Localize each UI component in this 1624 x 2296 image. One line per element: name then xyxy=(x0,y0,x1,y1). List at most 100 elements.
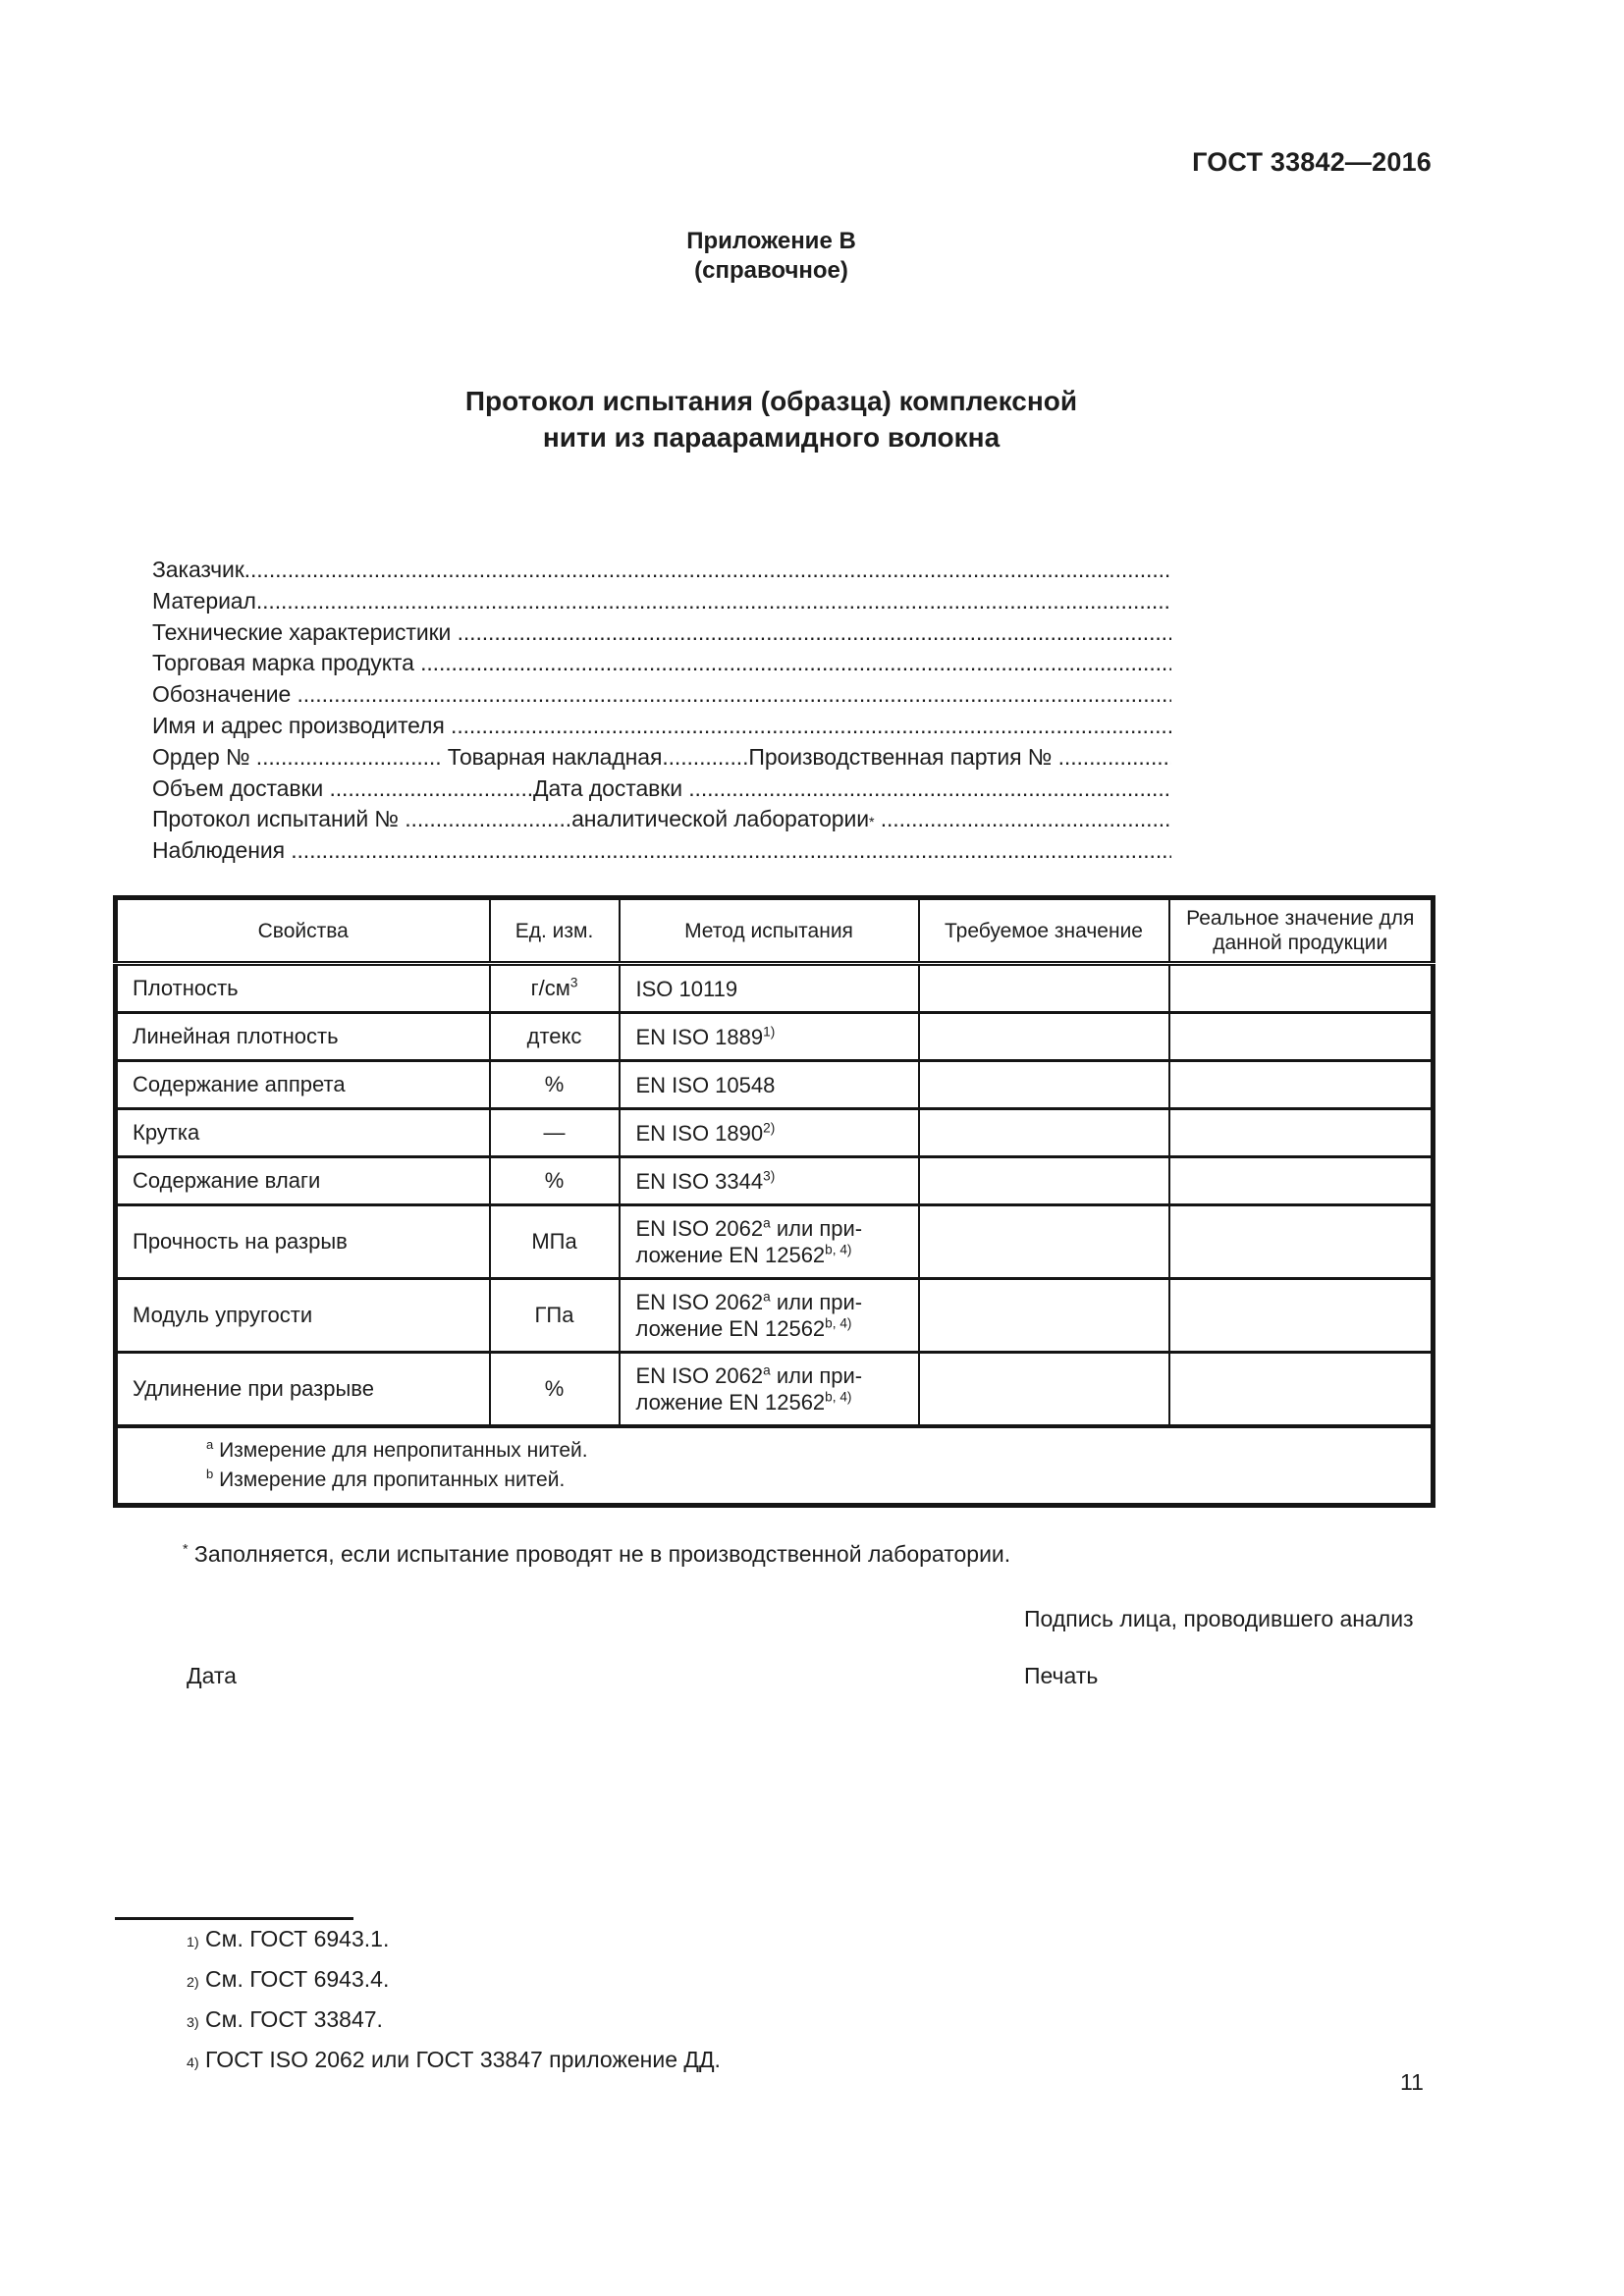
page-number: 11 xyxy=(1400,2069,1424,2095)
dotted-leader: ........................................… xyxy=(457,618,1171,645)
superscript: b, 4) xyxy=(825,1315,852,1331)
footnote-item-2: 2) См. ГОСТ 6943.4. xyxy=(187,1966,390,1992)
footnote-item-3: 3) См. ГОСТ 33847. xyxy=(187,2006,383,2032)
cell-actual-value xyxy=(1167,1351,1435,1428)
form-line-10: Наблюдения .............................… xyxy=(152,837,1171,869)
text-run: или при- xyxy=(770,1363,863,1388)
form-line-4: Торговая марка продукта ................… xyxy=(152,650,1171,681)
cell-unit: % xyxy=(488,1155,621,1206)
cell-test-method: EN ISO 2062a или при-ложение EN 12562b, … xyxy=(618,1351,920,1428)
cell-actual-value xyxy=(1167,1155,1435,1206)
cell-test-method: EN ISO 2062a или при-ложение EN 12562b, … xyxy=(618,1277,920,1354)
cell-unit: ГПа xyxy=(488,1277,621,1354)
table-row: Линейная плотность дтекс EN ISO 18891) xyxy=(114,1011,1435,1062)
cell-required-value xyxy=(917,1203,1170,1280)
column-header: Метод испытания xyxy=(618,896,920,966)
form-fields-block: Заказчик................................… xyxy=(152,557,1171,869)
cell-unit: — xyxy=(488,1107,621,1158)
cell-property: Крутка xyxy=(114,1107,491,1158)
text-run: Наблюдения xyxy=(152,837,292,864)
form-line-7: Ордер № .............................. Т… xyxy=(152,744,1171,775)
table-row: Содержание влаги% EN ISO 33443) xyxy=(114,1155,1435,1206)
title-line-2: нити из параарамидного волокна xyxy=(542,422,1001,453)
cell-unit: г/см3 xyxy=(488,962,621,1014)
superscript: 3 xyxy=(569,975,578,990)
annex-heading: Приложение В (справочное) xyxy=(111,227,1432,286)
text-run: % xyxy=(544,1376,565,1401)
text-run: См. ГОСТ 6943.1. xyxy=(198,1926,390,1951)
text-run: Заказчик xyxy=(152,557,244,582)
cell-unit: МПа xyxy=(488,1203,621,1280)
cell-required-value xyxy=(917,1059,1170,1110)
text-run: Измерение для непропитанных нитей. xyxy=(213,1439,588,1462)
cell-actual-value xyxy=(1167,1107,1435,1158)
text-run: % xyxy=(544,1072,565,1096)
cell-actual-value xyxy=(1167,1059,1435,1110)
text-run: Торговая марка продукта xyxy=(152,650,421,676)
cell-actual-value xyxy=(1167,1277,1435,1354)
cell-unit: % xyxy=(488,1351,621,1428)
table-footnote-1: a Измерение для непропитанных нитей. xyxy=(206,1436,1431,1466)
superscript: b, 4) xyxy=(825,1242,852,1257)
cell-test-method: EN ISO 18902) xyxy=(618,1107,920,1158)
cell-required-value xyxy=(917,962,1170,1014)
text-run: % xyxy=(544,1168,565,1193)
superscript: a xyxy=(763,1215,771,1231)
text-run: Имя и адрес производителя xyxy=(152,712,452,738)
text-run: EN ISO 2062 xyxy=(635,1363,764,1388)
text-run: EN ISO 1889 xyxy=(635,1024,764,1049)
superscript: b xyxy=(206,1467,214,1481)
column-header: Ед. изм. xyxy=(488,896,621,966)
annex-line-2: (справочное) xyxy=(694,257,848,284)
column-header: Реальное значение для данной продукции xyxy=(1167,896,1435,966)
table-row: Модуль упругости ГПа EN ISO 2062a или при-… xyxy=(114,1277,1435,1354)
cell-test-method: EN ISO 18891) xyxy=(618,1011,920,1062)
text-run: Объем доставки .........................… xyxy=(152,774,689,801)
cell-actual-value xyxy=(1167,962,1435,1014)
form-line-6: Имя и адрес производителя ..............… xyxy=(152,713,1171,744)
dotted-leader: ........................................… xyxy=(880,806,1171,832)
text-run: Ордер № .............................. Т… xyxy=(152,743,1058,770)
cell-test-method: EN ISO 10548 xyxy=(618,1059,920,1110)
title-line-1: Протокол испытания (образца) комплексной xyxy=(464,386,1078,416)
superscript: * xyxy=(183,1541,189,1558)
cell-actual-value xyxy=(1167,1011,1435,1062)
dotted-leader: ........................................… xyxy=(244,557,1171,582)
superscript: 3) xyxy=(763,1168,776,1184)
text-run: EN ISO 2062 xyxy=(635,1216,764,1241)
text-run: Заполняется, если испытание проводят не … xyxy=(188,1541,1011,1567)
form-line-5: Обозначение ............................… xyxy=(152,681,1171,713)
table-row: Крутка — EN ISO 18902) xyxy=(114,1107,1435,1158)
dotted-leader: ........................................… xyxy=(297,681,1171,708)
dotted-leader: ........................................… xyxy=(420,650,1171,676)
cell-unit: дтекс xyxy=(488,1011,621,1062)
table-header-row: Свойства Ед. изм. Метод испытания Требуемое… xyxy=(114,896,1435,966)
cell-required-value xyxy=(917,1107,1170,1158)
text-run: или при- xyxy=(770,1290,863,1314)
text-run: EN ISO 2062 xyxy=(635,1290,764,1314)
dotted-leader: ........................................… xyxy=(291,837,1171,864)
text-run: ложение EN 12562 xyxy=(635,1316,826,1341)
superscript: b, 4) xyxy=(825,1389,852,1405)
form-line-3: Технические характеристики .............… xyxy=(152,619,1171,651)
form-line-1: Заказчик................................… xyxy=(152,557,1171,588)
text-run: или при- xyxy=(770,1216,863,1241)
cell-property: Удлинение при разрыве xyxy=(114,1351,491,1428)
text-run: МПа xyxy=(531,1229,577,1254)
table-row: Удлинение при разрыве% EN ISO 2062a или п… xyxy=(114,1351,1435,1428)
signature-label: Подпись лица, проводившего анализ xyxy=(1024,1606,1414,1631)
superscript: a xyxy=(206,1437,214,1452)
superscript: a xyxy=(763,1289,771,1305)
text-run: EN ISO 3344 xyxy=(635,1168,764,1194)
text-run: дтекс xyxy=(526,1024,582,1048)
cell-test-method: EN ISO 2062a или при-ложение EN 12562b, … xyxy=(618,1203,920,1280)
table-footnote-row: a Измерение для непропитанных нитей. b Из… xyxy=(114,1424,1435,1507)
cell-property: Содержание влаги xyxy=(114,1155,491,1206)
text-run: См. ГОСТ 6943.4. xyxy=(198,1966,390,1992)
footnote-item-4: 4) ГОСТ ISO 2062 или ГОСТ 33847 приложен… xyxy=(187,2047,721,2072)
date-label: Дата xyxy=(187,1663,237,1688)
cell-test-method: EN ISO 33443) xyxy=(618,1155,920,1206)
text-run: Протокол испытаний № ...................… xyxy=(152,806,869,832)
cell-required-value xyxy=(917,1155,1170,1206)
